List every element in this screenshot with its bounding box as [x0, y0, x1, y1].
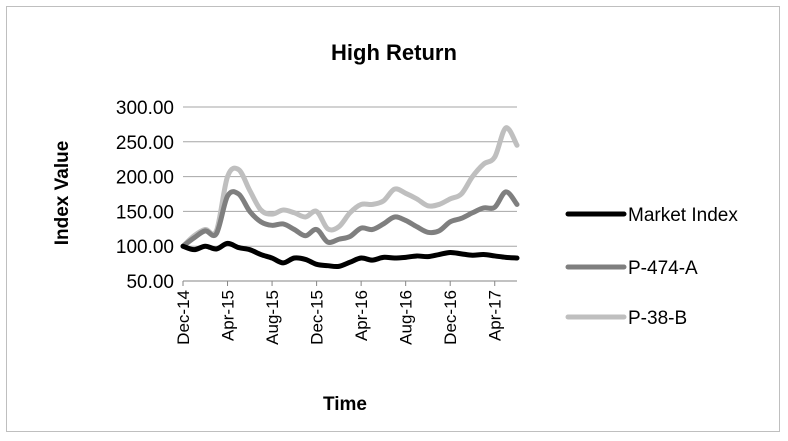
x-axis-ticks: Dec-14 Apr-15 Aug-15 Dec-15 Apr-16 Aug-16 Dec-… [174, 281, 505, 345]
legend-label: Market Index [628, 205, 738, 226]
x-axis-title: Time [323, 394, 367, 415]
x-tick-label: Apr-16 [352, 290, 371, 341]
series-line-market-index [180, 240, 520, 270]
y-axis-ticks: 300.00 250.00 200.00 150.00 100.00 50.00 [116, 98, 174, 293]
legend-label: P-474-A [628, 258, 698, 279]
y-tick-label: 50.00 [126, 272, 174, 293]
legend: Market Index P-474-A P-38-B [565, 205, 738, 329]
x-tick-label: Aug-16 [397, 290, 416, 345]
y-tick-label: 300.00 [116, 98, 174, 119]
gridlines [183, 106, 517, 247]
chart-title: High Return [331, 40, 457, 65]
x-tick-label: Apr-17 [486, 290, 505, 341]
series-lines [180, 125, 520, 270]
series-line-p-474-a [180, 189, 520, 249]
y-tick-label: 200.00 [116, 168, 174, 189]
x-tick-label: Apr-15 [219, 290, 238, 341]
y-axis-title: Index Value [52, 141, 73, 246]
y-tick-label: 100.00 [116, 237, 174, 258]
x-tick-label: Dec-16 [441, 290, 460, 345]
y-tick-label: 150.00 [116, 202, 174, 223]
legend-label: P-38-B [628, 308, 687, 329]
series-line-p-38-b [180, 125, 520, 249]
x-tick-label: Aug-15 [263, 290, 282, 345]
x-tick-label: Dec-15 [308, 290, 327, 345]
y-tick-label: 250.00 [116, 133, 174, 154]
x-tick-label: Dec-14 [174, 290, 193, 345]
